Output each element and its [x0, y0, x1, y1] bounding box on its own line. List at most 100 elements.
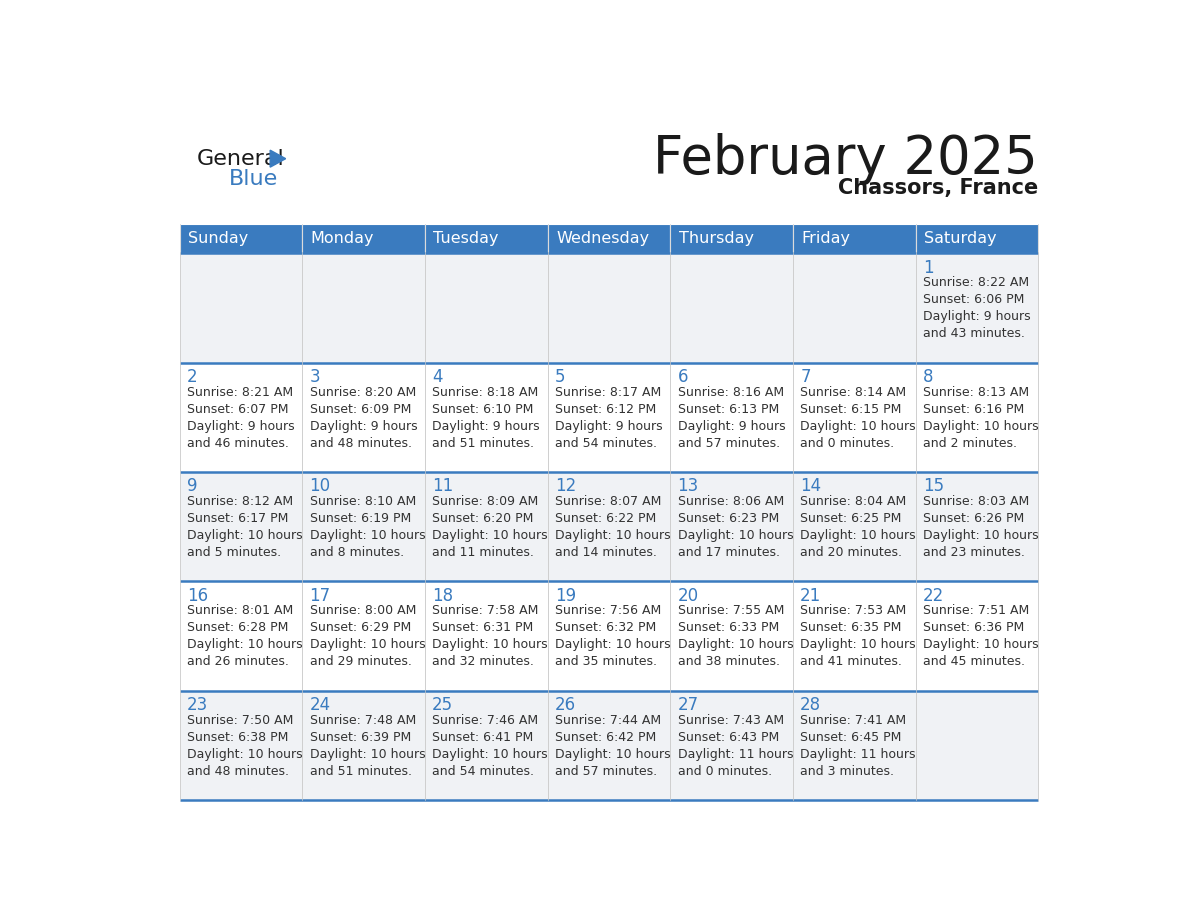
Text: 21: 21 — [801, 587, 821, 605]
Text: and 43 minutes.: and 43 minutes. — [923, 328, 1025, 341]
Bar — [425, 690, 548, 800]
Text: February 2025: February 2025 — [653, 133, 1038, 185]
Bar — [670, 253, 792, 363]
Bar — [302, 472, 425, 581]
Text: Daylight: 10 hours: Daylight: 10 hours — [187, 638, 303, 652]
Bar — [670, 581, 792, 690]
Bar — [548, 690, 670, 800]
Text: Sunset: 6:10 PM: Sunset: 6:10 PM — [432, 403, 533, 416]
Text: Sunset: 6:36 PM: Sunset: 6:36 PM — [923, 621, 1024, 634]
Bar — [670, 690, 792, 800]
Bar — [792, 581, 916, 690]
Text: and 54 minutes.: and 54 minutes. — [432, 765, 535, 778]
Text: Sunset: 6:35 PM: Sunset: 6:35 PM — [801, 621, 902, 634]
Text: Sunrise: 8:16 AM: Sunrise: 8:16 AM — [677, 386, 784, 398]
Text: Sunrise: 8:17 AM: Sunrise: 8:17 AM — [555, 386, 662, 398]
Text: Sunset: 6:25 PM: Sunset: 6:25 PM — [801, 512, 902, 525]
Text: and 57 minutes.: and 57 minutes. — [555, 765, 657, 778]
Text: 8: 8 — [923, 368, 934, 386]
Text: 10: 10 — [310, 477, 330, 496]
Bar — [792, 472, 916, 581]
Text: Sunrise: 8:00 AM: Sunrise: 8:00 AM — [310, 604, 416, 618]
Text: Sunset: 6:15 PM: Sunset: 6:15 PM — [801, 403, 902, 416]
Text: Sunset: 6:28 PM: Sunset: 6:28 PM — [187, 621, 289, 634]
Bar — [179, 224, 302, 253]
Text: Daylight: 10 hours: Daylight: 10 hours — [801, 529, 916, 542]
Text: and 17 minutes.: and 17 minutes. — [677, 546, 779, 559]
Bar — [916, 472, 1038, 581]
Bar — [548, 472, 670, 581]
Text: and 14 minutes.: and 14 minutes. — [555, 546, 657, 559]
Text: Sunrise: 7:56 AM: Sunrise: 7:56 AM — [555, 604, 662, 618]
Text: Sunrise: 8:13 AM: Sunrise: 8:13 AM — [923, 386, 1029, 398]
Text: and 20 minutes.: and 20 minutes. — [801, 546, 902, 559]
Text: Sunset: 6:41 PM: Sunset: 6:41 PM — [432, 731, 533, 744]
Text: 24: 24 — [310, 696, 330, 714]
Text: Sunday: Sunday — [188, 231, 248, 246]
Bar — [302, 253, 425, 363]
Text: Daylight: 10 hours: Daylight: 10 hours — [310, 529, 425, 542]
Text: 6: 6 — [677, 368, 688, 386]
Polygon shape — [270, 151, 285, 167]
Text: Daylight: 10 hours: Daylight: 10 hours — [310, 638, 425, 652]
Text: Daylight: 9 hours: Daylight: 9 hours — [677, 420, 785, 432]
Bar — [302, 224, 425, 253]
Bar — [916, 253, 1038, 363]
Text: and 51 minutes.: and 51 minutes. — [310, 765, 411, 778]
Bar — [179, 253, 302, 363]
Text: Sunrise: 7:41 AM: Sunrise: 7:41 AM — [801, 714, 906, 727]
Text: Chassors, France: Chassors, France — [838, 178, 1038, 198]
Bar — [670, 363, 792, 472]
Text: 13: 13 — [677, 477, 699, 496]
Text: Sunrise: 8:09 AM: Sunrise: 8:09 AM — [432, 495, 538, 509]
Text: and 35 minutes.: and 35 minutes. — [555, 655, 657, 668]
Text: Sunrise: 8:03 AM: Sunrise: 8:03 AM — [923, 495, 1029, 509]
Text: Sunset: 6:09 PM: Sunset: 6:09 PM — [310, 403, 411, 416]
Text: Sunrise: 8:14 AM: Sunrise: 8:14 AM — [801, 386, 906, 398]
Text: Sunset: 6:19 PM: Sunset: 6:19 PM — [310, 512, 411, 525]
Text: Sunrise: 7:58 AM: Sunrise: 7:58 AM — [432, 604, 538, 618]
Text: Daylight: 10 hours: Daylight: 10 hours — [677, 529, 794, 542]
Text: 26: 26 — [555, 696, 576, 714]
Text: Sunrise: 8:04 AM: Sunrise: 8:04 AM — [801, 495, 906, 509]
Text: Sunset: 6:42 PM: Sunset: 6:42 PM — [555, 731, 656, 744]
Text: Sunset: 6:43 PM: Sunset: 6:43 PM — [677, 731, 779, 744]
Text: Sunset: 6:06 PM: Sunset: 6:06 PM — [923, 294, 1024, 307]
Text: and 26 minutes.: and 26 minutes. — [187, 655, 289, 668]
Text: 17: 17 — [310, 587, 330, 605]
Text: Daylight: 10 hours: Daylight: 10 hours — [555, 529, 670, 542]
Text: Wednesday: Wednesday — [556, 231, 649, 246]
Text: 14: 14 — [801, 477, 821, 496]
Text: Thursday: Thursday — [678, 231, 753, 246]
Text: 25: 25 — [432, 696, 454, 714]
Bar — [548, 224, 670, 253]
Text: Sunset: 6:20 PM: Sunset: 6:20 PM — [432, 512, 533, 525]
Text: Sunrise: 7:51 AM: Sunrise: 7:51 AM — [923, 604, 1029, 618]
Text: Daylight: 9 hours: Daylight: 9 hours — [310, 420, 417, 432]
Text: Sunrise: 8:21 AM: Sunrise: 8:21 AM — [187, 386, 293, 398]
Text: and 57 minutes.: and 57 minutes. — [677, 437, 779, 450]
Text: 7: 7 — [801, 368, 810, 386]
Text: and 2 minutes.: and 2 minutes. — [923, 437, 1017, 450]
Text: Sunrise: 8:20 AM: Sunrise: 8:20 AM — [310, 386, 416, 398]
Bar — [670, 224, 792, 253]
Text: 27: 27 — [677, 696, 699, 714]
Text: 19: 19 — [555, 587, 576, 605]
Text: Daylight: 10 hours: Daylight: 10 hours — [923, 420, 1038, 432]
Text: Tuesday: Tuesday — [434, 231, 499, 246]
Text: Daylight: 10 hours: Daylight: 10 hours — [432, 748, 548, 761]
Text: and 54 minutes.: and 54 minutes. — [555, 437, 657, 450]
Bar — [425, 253, 548, 363]
Text: Sunrise: 8:12 AM: Sunrise: 8:12 AM — [187, 495, 293, 509]
Text: 1: 1 — [923, 259, 934, 276]
Text: Sunrise: 7:53 AM: Sunrise: 7:53 AM — [801, 604, 906, 618]
Text: Daylight: 9 hours: Daylight: 9 hours — [555, 420, 663, 432]
Text: and 46 minutes.: and 46 minutes. — [187, 437, 289, 450]
Text: Daylight: 10 hours: Daylight: 10 hours — [801, 420, 916, 432]
Bar — [916, 581, 1038, 690]
Text: and 48 minutes.: and 48 minutes. — [310, 437, 411, 450]
Bar — [792, 224, 916, 253]
Text: 9: 9 — [187, 477, 197, 496]
Text: Sunrise: 7:46 AM: Sunrise: 7:46 AM — [432, 714, 538, 727]
Bar — [179, 581, 302, 690]
